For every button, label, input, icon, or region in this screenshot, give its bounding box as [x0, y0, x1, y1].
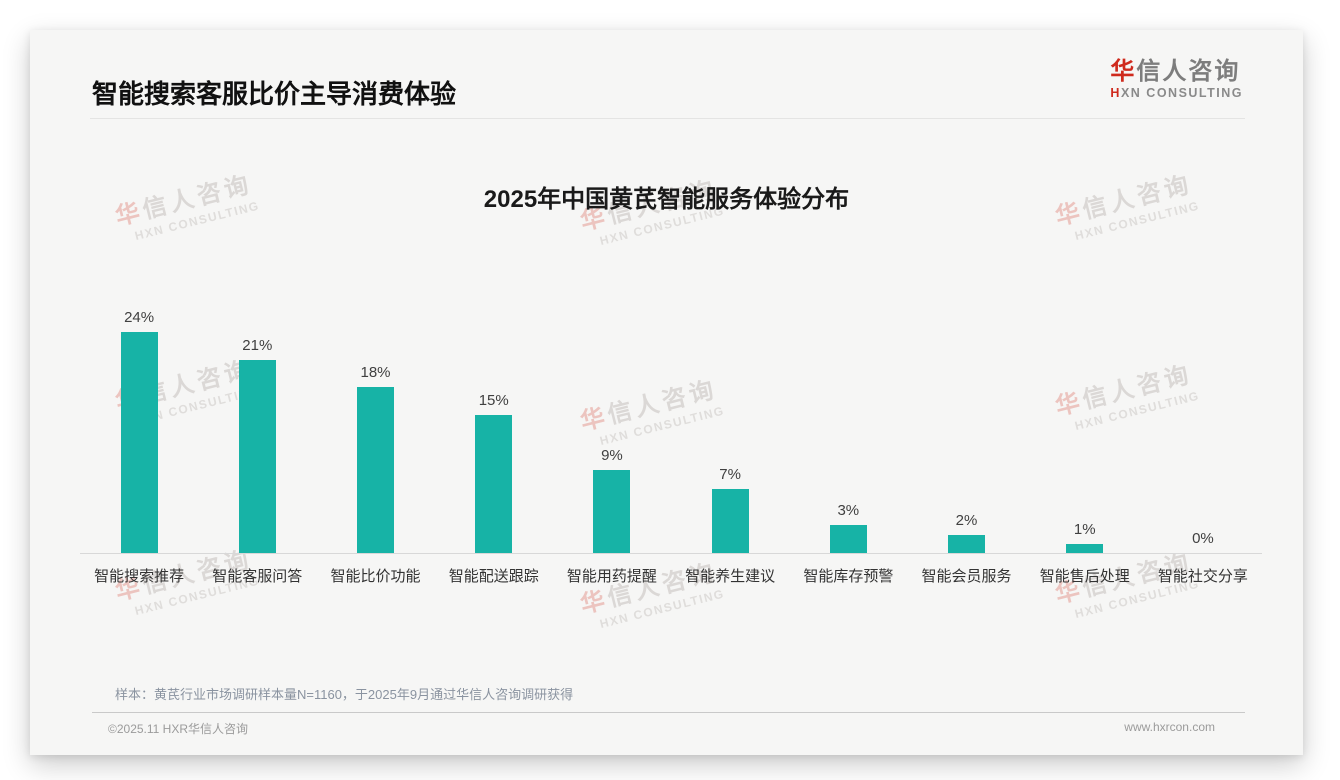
bar: [238, 359, 276, 553]
category-label: 智能比价功能: [330, 568, 421, 585]
logo-zh-accent: 华: [1110, 58, 1137, 85]
copyright-text: ©2025.11 HXR华信人咨询: [108, 722, 248, 736]
bar-chart: 24% 21% 18% 15% 9% 7% 3% 2% 1% 0% 智能搜索推荐 智能客服问答 智能比…: [80, 303, 1262, 586]
category-label: 智能配送跟踪: [448, 568, 539, 585]
logo-en-accent: H: [1110, 86, 1121, 100]
category-label: 智能库存预警: [803, 568, 894, 585]
category-label: 智能社交分享: [1157, 568, 1248, 585]
bar: [829, 525, 867, 553]
bar-value-label: 15%: [478, 392, 509, 409]
bar-column: 7%: [671, 303, 789, 553]
bar: [948, 534, 986, 553]
bar-column: 1%: [1026, 303, 1144, 553]
category-label: 智能客服问答: [212, 568, 303, 585]
bar: [593, 470, 631, 553]
chart-category-axis: 智能搜索推荐 智能客服问答 智能比价功能 智能配送跟踪 智能用药提醒 智能养生建议 智能库存…: [80, 554, 1262, 586]
bar: [1066, 543, 1104, 553]
footer: ©2025.11 HXR华信人咨询 www.hxrcon.com: [108, 720, 1215, 737]
logo-chinese-text: 华信人咨询: [1110, 58, 1243, 86]
bar-column: 0%: [1144, 303, 1262, 553]
category-label: 智能养生建议: [685, 568, 776, 585]
company-logo: 华信人咨询 HXN CONSULTING: [1110, 58, 1243, 100]
page-title: 智能搜索客服比价主导消费体验: [92, 79, 457, 109]
slide-card: 华信人咨询 HXN CONSULTING 华信人咨询 HXN CONSULTING 华信…: [30, 30, 1303, 755]
category-label: 智能售后处理: [1039, 568, 1130, 585]
bar-column: 21%: [198, 303, 316, 553]
logo-en-rest: XN CONSULTING: [1120, 86, 1243, 100]
chart-plot-area: 24% 21% 18% 15% 9% 7% 3% 2% 1% 0%: [80, 303, 1262, 554]
bar: [120, 332, 158, 553]
category-label: 智能搜索推荐: [94, 568, 185, 585]
category-label: 智能用药提醒: [566, 568, 657, 585]
header-divider: [90, 118, 1245, 119]
bar: [711, 488, 749, 553]
bar-value-label: 24%: [124, 309, 155, 327]
bar-value-label: 2%: [955, 511, 978, 529]
bar-value-label: 1%: [1073, 520, 1096, 538]
sample-note: 样本：黄芪行业市场调研样本量N=1160，于2025年9月通过华信人咨询调研获得: [115, 687, 574, 702]
watermark-english-text: HXN CONSULTING: [598, 586, 727, 632]
bar-value-label: 7%: [719, 465, 741, 483]
bar-column: 18%: [316, 303, 434, 553]
bar-value-label: 18%: [360, 364, 391, 382]
category-label: 智能会员服务: [921, 568, 1012, 585]
footer-divider: [92, 712, 1245, 713]
bar-column: 9%: [553, 303, 671, 553]
bar-value-label: 21%: [242, 336, 273, 354]
chart-title: 2025年中国黄芪智能服务体验分布: [483, 186, 850, 213]
bar: [475, 415, 513, 553]
bar-column: 2%: [907, 303, 1025, 553]
logo-english-text: HXN CONSULTING: [1110, 86, 1243, 100]
bar-column: 24%: [80, 303, 198, 553]
bar-value-label: 3%: [837, 502, 860, 520]
bar-column: 3%: [789, 303, 907, 553]
bar-value-label: 0%: [1192, 530, 1214, 547]
bar-column: 15%: [435, 303, 553, 553]
bar-value-label: 9%: [601, 447, 623, 465]
bar: [357, 387, 394, 553]
website-url: www.hxrcon.com: [1124, 720, 1215, 734]
logo-zh-rest: 信人咨询: [1136, 58, 1241, 85]
